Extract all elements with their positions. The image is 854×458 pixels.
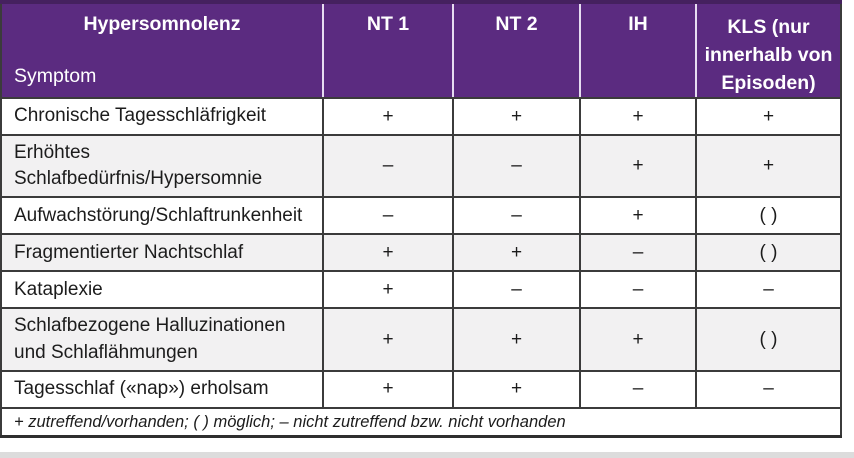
symptom-cell: Kataplexie bbox=[1, 270, 323, 309]
value-cell: + bbox=[322, 369, 453, 408]
table-header-row: Hypersomnolenz Symptom NT 1 NT 2 IH KLS … bbox=[1, 2, 841, 99]
symptom-cell: Tagesschlaf («nap») erholsam bbox=[1, 369, 323, 408]
header-cell-symptom: Hypersomnolenz Symptom bbox=[1, 2, 323, 99]
value-cell: – bbox=[322, 133, 453, 198]
table-row: Aufwachstörung/Schlaftrunkenheit – – + (… bbox=[1, 196, 841, 235]
value-cell: – bbox=[579, 233, 696, 272]
value-cell: + bbox=[322, 270, 453, 309]
symptom-column-label: Symptom bbox=[14, 65, 97, 87]
header-cell-nt2: NT 2 bbox=[452, 2, 580, 99]
value-cell: + bbox=[579, 196, 696, 235]
table-row: Chronische Tagesschläfrigkeit + + + + bbox=[1, 97, 841, 135]
table-footnote: + zutreffend/vorhanden; ( ) möglich; – n… bbox=[1, 406, 841, 437]
value-cell: + bbox=[579, 133, 696, 198]
symptom-cell: Chronische Tagesschläfrigkeit bbox=[1, 97, 323, 135]
value-cell: + bbox=[452, 307, 580, 371]
page-bottom-band bbox=[0, 452, 854, 458]
value-cell: + bbox=[452, 233, 580, 272]
table-title: Hypersomnolenz bbox=[83, 13, 241, 35]
value-cell: ( ) bbox=[695, 196, 841, 235]
table-row: Kataplexie + – – – bbox=[1, 270, 841, 309]
symptom-cell: Schlafbezogene Halluzinationen und Schla… bbox=[1, 307, 323, 371]
table-footnote-row: + zutreffend/vorhanden; ( ) möglich; – n… bbox=[1, 406, 841, 437]
value-cell: + bbox=[322, 233, 453, 272]
value-cell: ( ) bbox=[695, 307, 841, 371]
header-cell-nt1: NT 1 bbox=[322, 2, 453, 99]
value-cell: – bbox=[579, 270, 696, 309]
table-row: Tagesschlaf («nap») erholsam + + – – bbox=[1, 369, 841, 408]
value-cell: – bbox=[695, 369, 841, 408]
value-cell: ( ) bbox=[695, 233, 841, 272]
value-cell: – bbox=[322, 196, 453, 235]
header-cell-ih: IH bbox=[579, 2, 696, 99]
symptom-cell: Fragmentierter Nachtschlaf bbox=[1, 233, 323, 272]
table-row: Schlafbezogene Halluzinationen und Schla… bbox=[1, 307, 841, 371]
symptom-cell: Aufwachstörung/Schlaftrunkenheit bbox=[1, 196, 323, 235]
table-row: Fragmentierter Nachtschlaf + + – ( ) bbox=[1, 233, 841, 272]
value-cell: + bbox=[695, 97, 841, 135]
value-cell: – bbox=[452, 196, 580, 235]
value-cell: + bbox=[322, 97, 453, 135]
value-cell: – bbox=[452, 133, 580, 198]
value-cell: + bbox=[322, 307, 453, 371]
value-cell: – bbox=[695, 270, 841, 309]
symptom-cell: Erhöhtes Schlafbedürfnis/Hypersomnie bbox=[1, 133, 323, 198]
value-cell: + bbox=[695, 133, 841, 198]
value-cell: + bbox=[452, 369, 580, 408]
value-cell: + bbox=[579, 97, 696, 135]
value-cell: – bbox=[579, 369, 696, 408]
value-cell: – bbox=[452, 270, 580, 309]
value-cell: + bbox=[579, 307, 696, 371]
value-cell: + bbox=[452, 97, 580, 135]
header-cell-kls: KLS (nur innerhalb von Episoden) bbox=[695, 2, 841, 99]
hypersomnolence-symptom-table: Hypersomnolenz Symptom NT 1 NT 2 IH KLS … bbox=[0, 0, 842, 439]
table-row: Erhöhtes Schlafbedürfnis/Hypersomnie – –… bbox=[1, 133, 841, 198]
